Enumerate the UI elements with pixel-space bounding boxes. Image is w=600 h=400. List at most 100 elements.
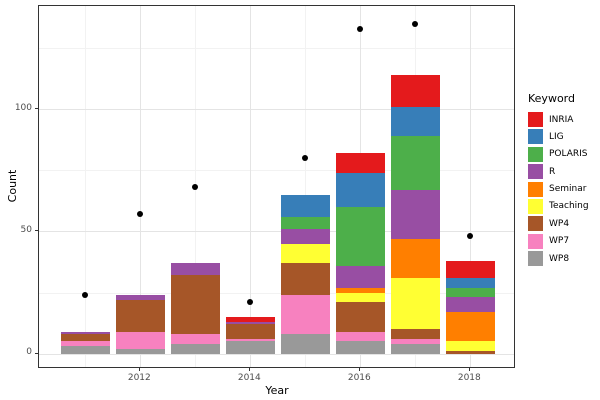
data-point-2016: [357, 25, 364, 32]
legend-swatch-Seminar: [528, 181, 543, 197]
bar-segment-2016-INRIA: [335, 153, 386, 173]
bar-segment-2018-POLARIS: [445, 287, 496, 298]
bar-segment-2018-Teaching: [445, 341, 496, 352]
data-point-2018: [467, 233, 474, 240]
bar-segment-2017-Seminar: [390, 238, 441, 278]
legend-label-R: R: [549, 166, 556, 177]
bar-segment-2016-Seminar: [335, 287, 386, 293]
bar-segment-2014-INRIA: [225, 317, 276, 322]
bar-segment-2017-INRIA: [390, 75, 441, 107]
y-tick-mark: [35, 352, 38, 354]
bar-segment-2015-WP7: [280, 295, 331, 335]
data-point-2014: [247, 299, 254, 306]
bar-segment-2012-WP4: [115, 299, 166, 332]
bar-segment-2011-R: [60, 331, 111, 335]
bar-segment-2014-WP7: [225, 339, 276, 342]
bar-segment-2012-WP8: [115, 348, 166, 354]
legend-item-Seminar: Seminar: [528, 181, 589, 197]
bar-segment-2015-WP8: [280, 334, 331, 354]
x-tick-mark: [249, 368, 251, 371]
data-point-2015: [302, 155, 309, 162]
bar-segment-2013-WP8: [170, 343, 221, 354]
x-minor-gridline: [85, 6, 87, 367]
x-axis-title: Year: [265, 384, 289, 397]
legend-swatch-INRIA: [528, 112, 543, 127]
legend-label-WP4: WP4: [549, 218, 570, 229]
y-minor-gridline: [39, 48, 514, 50]
y-minor-gridline: [39, 170, 514, 172]
bar-segment-2016-WP4: [335, 302, 386, 332]
bar-segment-2016-LIG: [335, 172, 386, 208]
bar-segment-2012-WP7: [115, 331, 166, 349]
y-major-gridline: [39, 109, 514, 111]
y-axis-title: Count: [6, 169, 19, 203]
bar-segment-2016-R: [335, 265, 386, 288]
data-point-2011: [82, 292, 89, 299]
bar-segment-2014-R: [225, 321, 276, 325]
legend-label-Teaching: Teaching: [549, 201, 589, 212]
legend: Keyword INRIA LIG POLARIS R Seminar Teaching W…: [528, 92, 589, 269]
bar-segment-2018-Seminar: [445, 312, 496, 342]
legend-title: Keyword: [528, 92, 575, 105]
legend-swatch-WP7: [528, 233, 543, 249]
bar-segment-2013-WP7: [170, 334, 221, 344]
legend-swatch-WP4: [528, 216, 543, 232]
legend-item-R: R: [528, 164, 589, 180]
data-point-2017: [412, 20, 419, 27]
legend-label-INRIA: INRIA: [549, 114, 574, 125]
bar-segment-2016-WP8: [335, 341, 386, 354]
bar-segment-2017-Teaching: [390, 277, 441, 330]
bar-segment-2017-POLARIS: [390, 136, 441, 190]
x-tick-mark: [139, 368, 141, 371]
bar-segment-2014-WP4: [225, 324, 276, 340]
legend-label-Seminar: Seminar: [549, 184, 587, 195]
bar-segment-2015-LIG: [280, 194, 331, 217]
legend-item-POLARIS: POLARIS: [528, 146, 589, 162]
bar-segment-2016-POLARIS: [335, 207, 386, 266]
legend-swatch-R: [528, 164, 543, 180]
bar-segment-2017-LIG: [390, 106, 441, 137]
x-major-gridline: [140, 6, 142, 367]
y-tick-mark: [35, 230, 38, 232]
bar-segment-2017-WP7: [390, 339, 441, 344]
bar-segment-2014-WP8: [225, 341, 276, 354]
bar-segment-2017-WP8: [390, 343, 441, 354]
x-major-gridline: [250, 6, 252, 367]
bar-segment-2015-R: [280, 229, 331, 244]
legend-item-INRIA: INRIA: [528, 112, 589, 127]
x-minor-gridline: [305, 6, 307, 367]
bar-segment-2011-WP4: [60, 334, 111, 342]
x-tick-mark: [359, 368, 361, 371]
y-tick-label: 0: [26, 347, 32, 358]
legend-item-WP7: WP7: [528, 233, 589, 249]
bar-segment-2017-R: [390, 189, 441, 239]
bar-segment-2016-WP7: [335, 331, 386, 342]
y-minor-gridline: [39, 292, 514, 294]
bar-segment-2013-WP4: [170, 275, 221, 335]
data-point-2012: [137, 211, 144, 218]
legend-label-POLARIS: POLARIS: [549, 149, 588, 160]
bar-segment-2016-Teaching: [335, 292, 386, 303]
bar-segment-2018-INRIA: [445, 260, 496, 278]
x-tick-mark: [469, 368, 471, 371]
legend-label-WP8: WP8: [549, 253, 570, 264]
legend-swatch-POLARIS: [528, 146, 543, 162]
data-point-2013: [192, 184, 199, 191]
legend-swatch-LIG: [528, 129, 543, 145]
bar-segment-2011-WP7: [60, 341, 111, 347]
bar-segment-2015-Teaching: [280, 243, 331, 264]
bar-segment-2015-WP4: [280, 263, 331, 296]
bar-segment-2015-POLARIS: [280, 216, 331, 230]
x-major-gridline: [470, 6, 472, 367]
bar-segment-2018-R: [445, 297, 496, 313]
y-tick-label: 50: [20, 224, 32, 235]
legend-label-WP7: WP7: [549, 236, 570, 247]
legend-items: INRIA LIG POLARIS R Seminar Teaching WP4 WP7 WP8: [528, 112, 589, 267]
y-major-gridline: [39, 353, 514, 355]
legend-item-WP4: WP4: [528, 216, 589, 232]
legend-swatch-WP8: [528, 251, 543, 267]
legend-item-Teaching: Teaching: [528, 198, 589, 214]
y-major-gridline: [39, 231, 514, 233]
plot-panel: [38, 5, 515, 368]
